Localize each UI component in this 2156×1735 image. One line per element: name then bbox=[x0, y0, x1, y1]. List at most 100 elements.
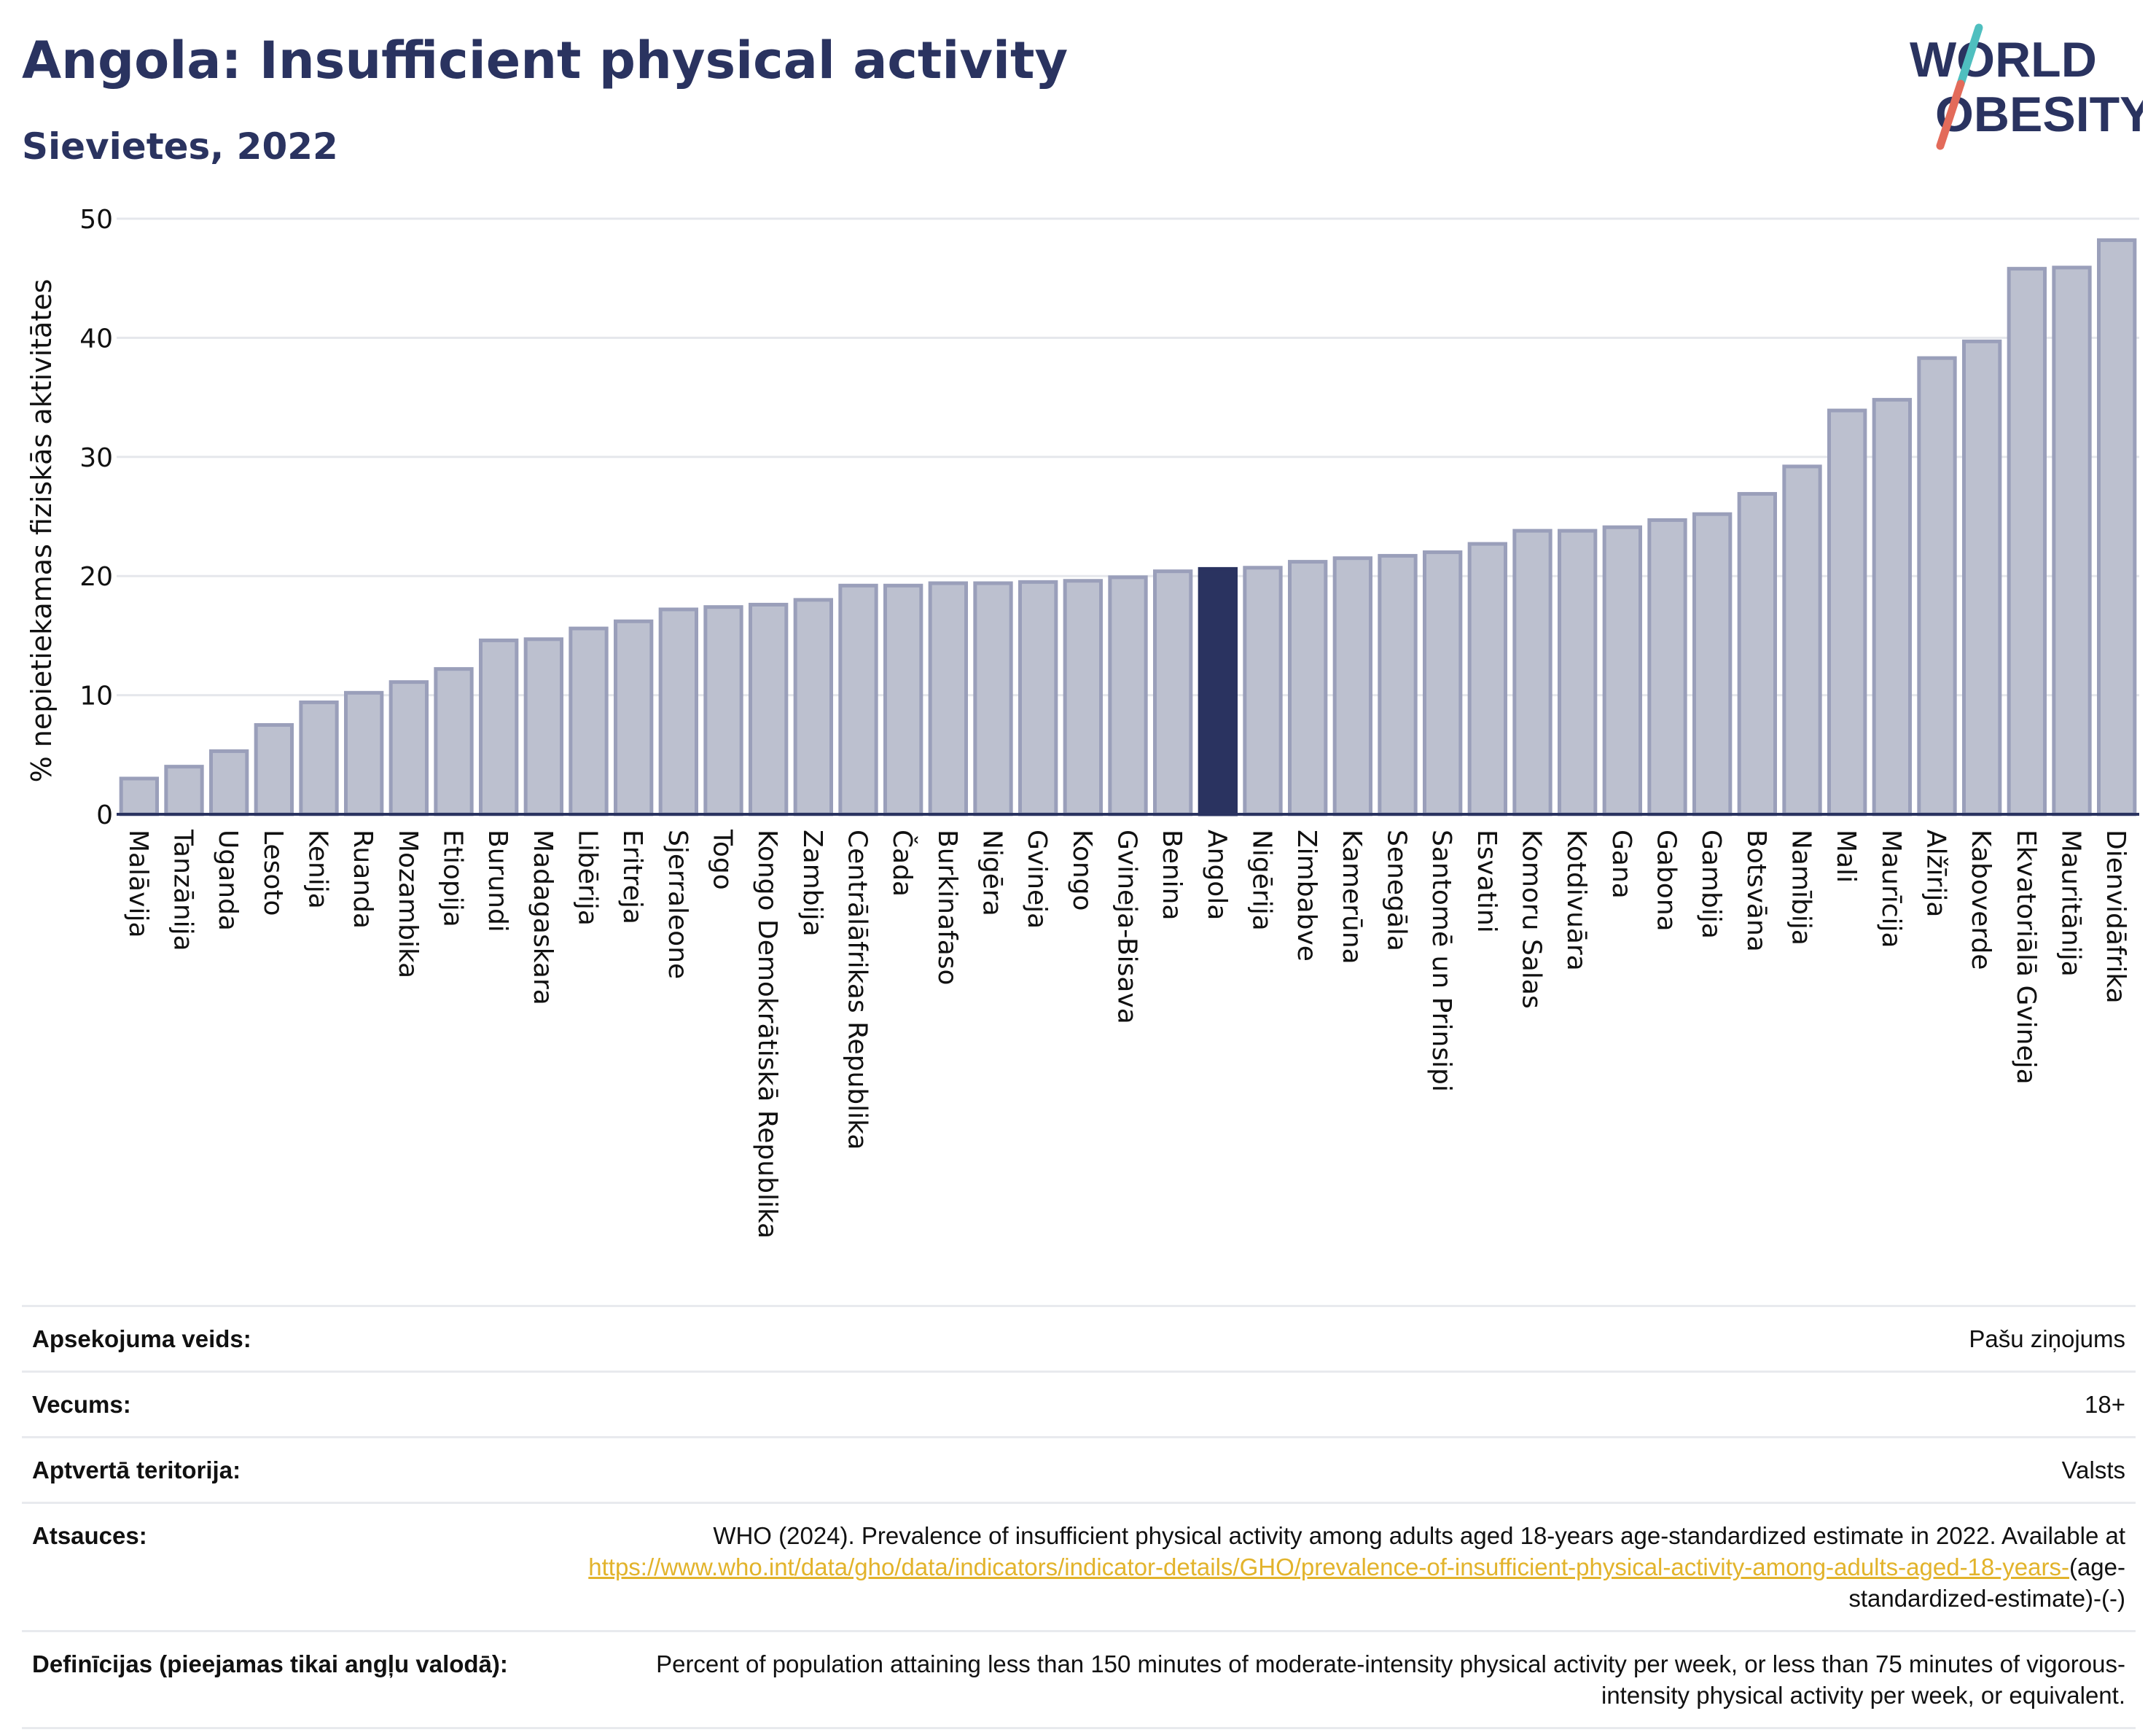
bar bbox=[1423, 550, 1463, 816]
x-tick-label: Maurīcija bbox=[1876, 830, 1906, 948]
bar bbox=[1063, 579, 1103, 816]
x-tick-label: Kamerūna bbox=[1337, 830, 1367, 964]
bar bbox=[2097, 238, 2137, 816]
logo-slash-teal bbox=[1956, 23, 1983, 88]
x-tick-label: Kongo Demokrātiskā Republika bbox=[752, 830, 782, 1239]
bar bbox=[388, 680, 429, 816]
x-tick-label: Centrālāfrikas Republika bbox=[843, 830, 872, 1150]
bar bbox=[254, 722, 294, 816]
info-row-sources: Atsauces: WHO (2024). Prevalence of insuf… bbox=[22, 1502, 2136, 1631]
x-tick-label: Benina bbox=[1157, 830, 1187, 921]
bar bbox=[1467, 542, 1507, 816]
x-tick-label: Togo bbox=[708, 829, 738, 890]
info-value: Pašu ziņojums bbox=[567, 1305, 2136, 1372]
bar bbox=[1018, 580, 1058, 816]
info-label: Apsekojuma veids: bbox=[22, 1305, 567, 1372]
info-label: Aptvertā teritorija: bbox=[22, 1436, 567, 1503]
x-tick-label: Dienvidāfrika bbox=[2101, 830, 2130, 1004]
y-tick-label: 40 bbox=[79, 324, 113, 354]
x-tick-label: Botsvāna bbox=[1741, 830, 1771, 952]
sources-label: Atsauces: bbox=[22, 1502, 567, 1631]
x-tick-label: Kotdivuāra bbox=[1561, 830, 1591, 971]
x-tick-label: Mali bbox=[1831, 830, 1861, 883]
x-tick-label: Mozambika bbox=[393, 830, 423, 978]
x-tick-label: Burundi bbox=[483, 830, 512, 932]
x-tick-label: Esvatini bbox=[1472, 830, 1501, 933]
bar bbox=[2052, 265, 2092, 816]
bar bbox=[1108, 575, 1148, 816]
metadata-table: Apsekojuma veids: Pašu ziņojums Vecums: 18+… bbox=[22, 1305, 2136, 1729]
world-obesity-logo: WORLD OBESITY bbox=[1910, 23, 2143, 150]
x-tick-label: Namībija bbox=[1786, 830, 1816, 946]
bar bbox=[1872, 397, 1913, 816]
x-tick-label: Santomē un Prinsipi bbox=[1426, 830, 1456, 1092]
bar bbox=[434, 667, 474, 816]
x-tick-label: Zambija bbox=[797, 830, 827, 937]
info-row: Vecums: 18+ bbox=[22, 1371, 2136, 1438]
x-tick-label: Gambija bbox=[1696, 830, 1726, 939]
bar bbox=[1782, 464, 1822, 816]
bar bbox=[479, 638, 519, 816]
bar bbox=[1378, 553, 1418, 816]
bar bbox=[164, 765, 204, 816]
x-tick-label: Sjerraleone bbox=[663, 830, 692, 979]
bars bbox=[119, 238, 2137, 816]
x-tick-label: Burkinafaso bbox=[932, 830, 962, 986]
x-tick-label: Ruanda bbox=[348, 830, 378, 929]
bar bbox=[209, 749, 249, 816]
x-tick-label: Ekvatoriālā Gvineja bbox=[2011, 830, 2041, 1085]
bar bbox=[1288, 560, 1328, 816]
x-tick-label: Gana bbox=[1606, 830, 1636, 899]
bar bbox=[749, 602, 789, 816]
logo-slash-coral bbox=[1936, 79, 1965, 150]
bar bbox=[928, 581, 968, 816]
definitions-label: Definīcijas (pieejamas tikai angļu valod… bbox=[22, 1630, 567, 1729]
x-tick-label: Senegāla bbox=[1382, 830, 1412, 951]
sources-text: WHO (2024). Prevalence of insufficient p… bbox=[713, 1522, 2125, 1549]
x-tick-label: Libērija bbox=[573, 830, 603, 926]
x-tick-label: Gvineja-Bisava bbox=[1112, 830, 1142, 1024]
bar bbox=[883, 583, 923, 816]
logo-text-world: WORLD bbox=[1910, 32, 2097, 87]
bar bbox=[614, 619, 654, 816]
bar bbox=[344, 690, 384, 816]
info-row: Aptvertā teritorija: Valsts bbox=[22, 1436, 2136, 1503]
y-axis-label: % nepietiekamas fiziskās aktivitātes bbox=[26, 279, 58, 783]
bar bbox=[299, 700, 339, 816]
info-row: Apsekojuma veids: Pašu ziņojums bbox=[22, 1305, 2136, 1372]
y-tick-label: 50 bbox=[79, 205, 113, 235]
bar-highlight bbox=[1198, 566, 1238, 816]
bar bbox=[1512, 529, 1552, 816]
info-value: Valsts bbox=[567, 1436, 2136, 1503]
bar bbox=[569, 626, 609, 816]
x-tick-label: Kongo bbox=[1067, 830, 1097, 911]
y-axis-ticks: 0 10 20 30 40 50 bbox=[79, 205, 113, 830]
x-tick-label: Čada bbox=[887, 830, 918, 897]
x-tick-label: Eritreja bbox=[617, 830, 647, 924]
bar bbox=[2007, 267, 2047, 816]
bar bbox=[658, 607, 699, 816]
bar bbox=[973, 581, 1013, 816]
x-tick-label: Kaboverde bbox=[1966, 830, 1996, 970]
x-tick-label: Zimbabve bbox=[1292, 830, 1321, 962]
y-tick-label: 10 bbox=[79, 682, 113, 711]
bar bbox=[1737, 491, 1778, 816]
x-tick-label: Lesoto bbox=[258, 830, 288, 916]
x-tick-label: Kenija bbox=[303, 830, 333, 909]
y-tick-label: 0 bbox=[96, 800, 113, 830]
bar bbox=[1692, 512, 1733, 816]
bar bbox=[523, 637, 564, 816]
bar bbox=[1827, 408, 1867, 816]
bar bbox=[793, 598, 833, 816]
y-tick-label: 20 bbox=[79, 562, 113, 592]
source-link[interactable]: https://www.who.int/data/gho/data/indica… bbox=[588, 1553, 2069, 1580]
y-tick-label: 30 bbox=[79, 443, 113, 473]
bar-chart: 0 10 20 30 40 50 % nepietiekamas fiziskās akt… bbox=[26, 205, 2139, 1239]
sources-value: WHO (2024). Prevalence of insufficient p… bbox=[567, 1502, 2136, 1631]
x-tick-label: Angola bbox=[1202, 830, 1232, 920]
x-tick-label: Komoru Salas bbox=[1517, 830, 1547, 1009]
x-tick-label: Uganda bbox=[213, 830, 243, 931]
x-tick-label: Madagaskara bbox=[528, 830, 558, 1005]
x-tick-label: Mauritānija bbox=[2056, 830, 2086, 977]
bar bbox=[1917, 356, 1957, 816]
